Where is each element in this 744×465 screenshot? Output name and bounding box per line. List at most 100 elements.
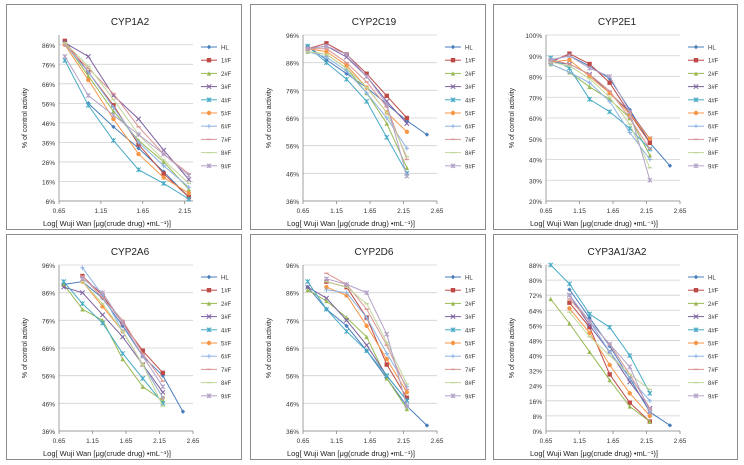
y-tick-label: 40% bbox=[529, 158, 542, 165]
data-point bbox=[364, 290, 370, 296]
data-point bbox=[384, 115, 389, 121]
data-point bbox=[567, 57, 572, 63]
y-tick-label: 90% bbox=[529, 54, 542, 61]
x-tick-label: 0.65 bbox=[540, 208, 553, 215]
x-tick-label: 0.65 bbox=[540, 438, 553, 445]
series-9#F bbox=[79, 276, 166, 390]
y-tick-label: 6% bbox=[46, 199, 56, 206]
data-point bbox=[305, 46, 311, 52]
y-tick-label: 56% bbox=[42, 101, 55, 108]
series-line bbox=[326, 278, 408, 407]
data-point bbox=[647, 409, 653, 415]
data-point bbox=[384, 362, 389, 367]
legend-label: 6#F bbox=[221, 355, 232, 361]
x-axis-label: Log[ Wuji Wan [μg(crude drug) •mL⁻¹)] bbox=[530, 219, 658, 228]
chart-title: CYP3A1/3A2 bbox=[588, 247, 647, 258]
y-tick-label: 96% bbox=[286, 263, 299, 270]
legend-label: 4#F bbox=[465, 328, 476, 334]
legend-marker bbox=[206, 124, 212, 129]
data-point bbox=[324, 298, 329, 304]
x-tick-label: 1.65 bbox=[607, 208, 620, 215]
data-point bbox=[323, 276, 330, 282]
data-point bbox=[384, 93, 389, 99]
legend-item: 5#F bbox=[445, 110, 476, 118]
x-tick-label: 0.65 bbox=[297, 208, 310, 215]
series-line bbox=[550, 55, 651, 181]
data-point bbox=[343, 281, 350, 287]
data-point bbox=[323, 306, 330, 312]
data-point bbox=[186, 185, 192, 190]
legend-marker bbox=[450, 97, 456, 103]
y-tick-label: 72% bbox=[529, 293, 542, 300]
legend-marker bbox=[206, 110, 212, 116]
legend-item: 4#F bbox=[445, 327, 476, 334]
legend-marker bbox=[450, 301, 456, 306]
data-point bbox=[85, 92, 91, 99]
y-tick-label: 66% bbox=[42, 346, 55, 353]
series-8#F bbox=[567, 311, 653, 391]
series-5#F bbox=[324, 284, 410, 395]
legend-marker bbox=[693, 163, 699, 169]
legend-marker bbox=[206, 354, 212, 359]
legend-item: 7#F bbox=[201, 138, 232, 144]
legend-marker bbox=[693, 274, 699, 280]
series-line bbox=[307, 48, 408, 160]
data-point bbox=[384, 373, 390, 379]
data-point bbox=[647, 177, 653, 183]
legend-label: 1#F bbox=[465, 289, 476, 295]
x-tick-label: 1.65 bbox=[136, 208, 149, 215]
data-point bbox=[404, 146, 410, 151]
data-point bbox=[99, 290, 106, 296]
data-point bbox=[186, 190, 192, 196]
data-point bbox=[404, 406, 410, 412]
chart-panel-cyp2e1: CYP2E1 20% 30% 40% 50% 60% 70% 80% 90% 100% 0.65 1.… bbox=[493, 4, 738, 230]
data-point bbox=[324, 287, 329, 293]
legend-item: 3#F bbox=[688, 314, 719, 321]
x-axis-label: Log[ Wuji Wan [μg(crude drug) •mL⁻¹)] bbox=[287, 219, 415, 228]
series-line bbox=[63, 284, 164, 402]
series-5#F bbox=[567, 306, 653, 419]
y-tick-label: 48% bbox=[529, 338, 542, 345]
y-tick-label: 26% bbox=[42, 160, 55, 167]
data-point bbox=[647, 390, 653, 396]
x-tick-label: 2.15 bbox=[153, 438, 166, 445]
legend-label: 5#F bbox=[221, 112, 232, 118]
series-line bbox=[307, 281, 408, 401]
chart-panel-cyp3a1-3a2: CYP3A1/3A2 0% 8% 16% 24% 32% 40% 48% 56% 64% 72% 80… bbox=[493, 234, 738, 460]
legend-item: 5#F bbox=[688, 110, 719, 118]
y-tick-label: 100% bbox=[525, 33, 542, 40]
legend-label: 3#F bbox=[708, 85, 719, 91]
legend-item: 1#F bbox=[201, 58, 232, 65]
legend-item: 2#F bbox=[201, 71, 232, 78]
chart-svg: CYP2A6 36% 46% 56% 66% 76% 86% 96% 0.65 1.15 1.65 2… bbox=[22, 247, 232, 458]
y-tick-label: 32% bbox=[529, 369, 542, 376]
legend-marker bbox=[450, 163, 456, 169]
data-point bbox=[607, 362, 612, 368]
x-tick-label: 1.15 bbox=[573, 438, 586, 445]
data-point bbox=[324, 49, 329, 54]
y-tick-label: 36% bbox=[42, 429, 55, 436]
data-point bbox=[627, 404, 632, 409]
legend-marker bbox=[206, 97, 212, 103]
data-point bbox=[136, 140, 141, 145]
legend-item: 8#F bbox=[201, 151, 232, 157]
legend-label: 4#F bbox=[221, 98, 232, 104]
legend-label: 9#F bbox=[708, 164, 719, 170]
legend-marker bbox=[450, 124, 456, 129]
data-point bbox=[384, 134, 390, 140]
legend-item: 6#F bbox=[445, 124, 476, 131]
data-point bbox=[384, 351, 389, 356]
legend-item: 8#F bbox=[201, 381, 232, 387]
data-point bbox=[140, 353, 146, 359]
data-point bbox=[586, 96, 593, 102]
data-point bbox=[110, 112, 116, 118]
series-4#F bbox=[548, 262, 653, 396]
y-tick-label: 46% bbox=[42, 121, 55, 128]
data-point bbox=[607, 80, 612, 85]
legend-item: 3#F bbox=[201, 84, 232, 91]
data-point bbox=[343, 51, 350, 57]
data-point bbox=[384, 121, 389, 126]
series-line bbox=[326, 286, 408, 393]
legend-label: 1#F bbox=[465, 59, 476, 65]
legend-item: 7#F bbox=[445, 138, 476, 144]
